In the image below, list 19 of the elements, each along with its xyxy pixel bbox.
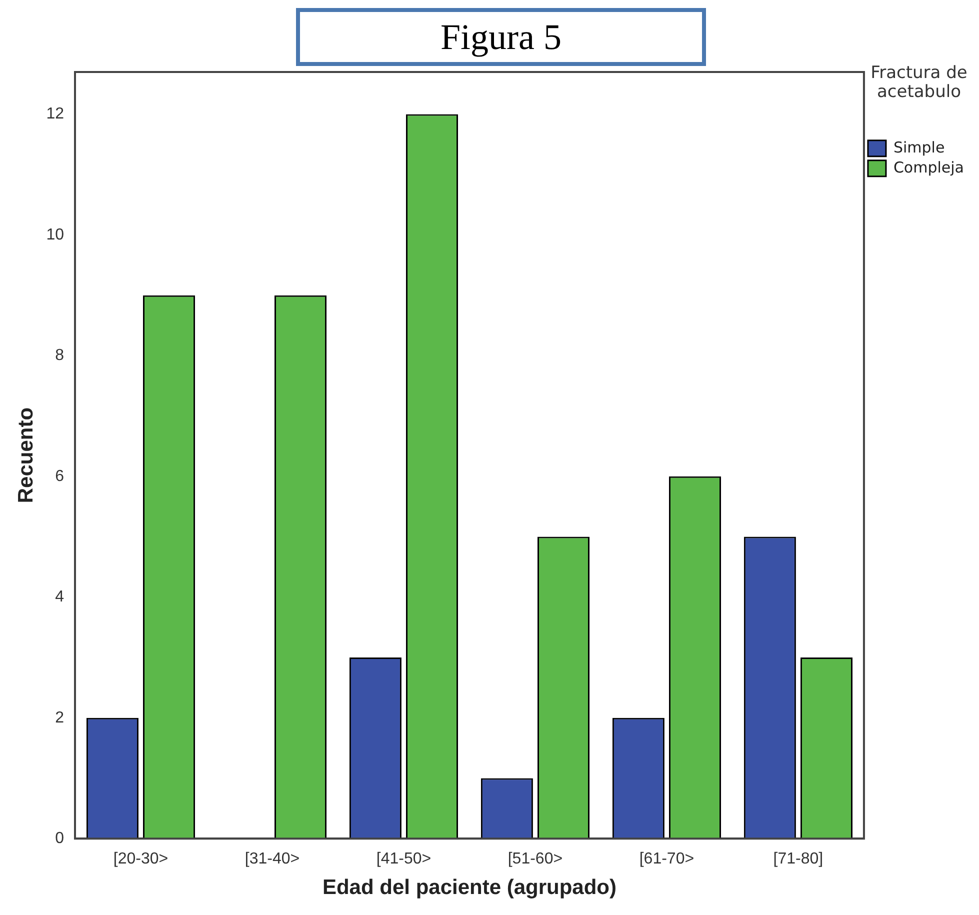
y-tick-label: 4 [55, 588, 64, 606]
y-tick-label: 6 [55, 468, 64, 485]
legend-title: Fractura de acetabulo [870, 63, 968, 102]
x-tick-label: [41-50> [376, 850, 432, 868]
y-tick-label: 10 [46, 226, 64, 244]
y-tick-label: 2 [55, 709, 64, 726]
chart-title: Figura 5 [296, 8, 706, 66]
legend-label: Simple [893, 138, 945, 156]
y-tick-label: 12 [46, 106, 64, 123]
y-axis-title: Recuento [14, 407, 38, 504]
x-tick-label: [31-40> [244, 850, 300, 868]
x-tick-label: [51-60> [508, 850, 563, 868]
x-tick-label: [20-30> [113, 850, 168, 868]
y-tick-label: 8 [55, 347, 64, 364]
x-tick-label: [61-70> [639, 850, 694, 868]
x-axis-title: Edad del paciente (agrupado) [322, 876, 616, 900]
y-tick-label: 0 [55, 830, 64, 848]
legend-label: Compleja [893, 158, 964, 176]
x-tick-label: [71-80] [773, 850, 824, 868]
